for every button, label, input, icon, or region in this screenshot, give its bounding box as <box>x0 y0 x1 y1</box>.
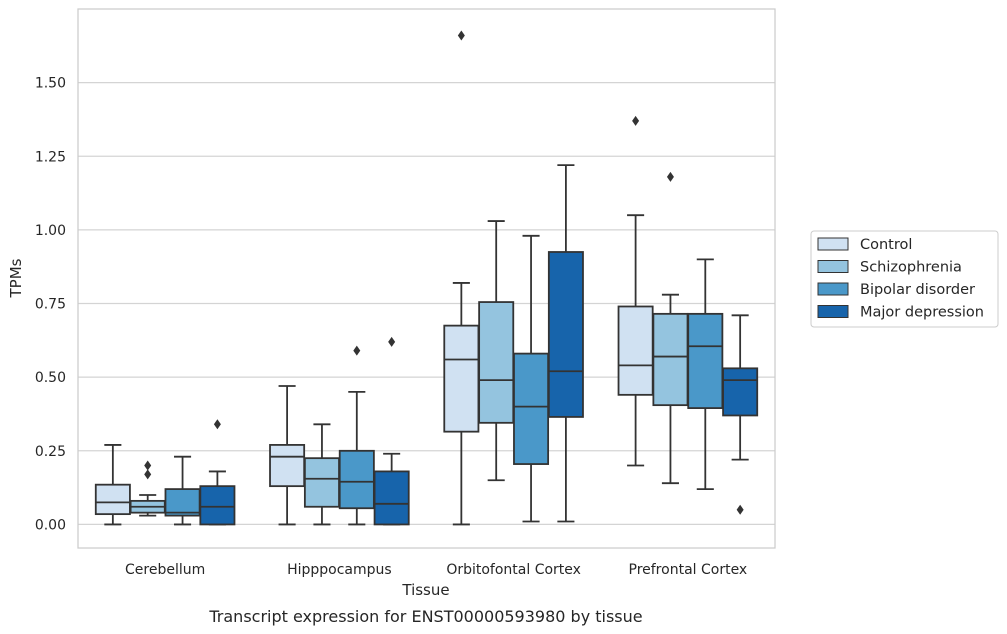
box-control <box>617 115 654 467</box>
outlier-point <box>144 469 152 480</box>
outlier-point <box>144 460 152 471</box>
iqr-box <box>547 251 584 418</box>
iqr-box <box>443 324 480 433</box>
iqr-box <box>722 367 759 417</box>
box-major-depression <box>547 164 584 523</box>
legend-swatch <box>817 305 849 318</box>
box-schizophrenia <box>129 460 166 517</box>
box-schizophrenia <box>303 423 340 526</box>
iqr-box <box>617 305 654 396</box>
legend-label: Schizophrenia <box>860 260 962 276</box>
box-bipolar-disorder <box>338 345 375 526</box>
y-tick-label: 1.50 <box>35 76 66 92</box>
legend-label: Major depression <box>860 305 984 321</box>
y-axis-label: TPMs <box>7 258 25 298</box>
outlier-point <box>457 30 465 41</box>
x-tick-label: Orbitofontal Cortex <box>446 562 581 578</box>
box-schizophrenia <box>478 220 515 482</box>
y-tick-label: 0.50 <box>35 370 66 386</box>
plot-frame <box>77 8 776 549</box>
legend-label: Bipolar disorder <box>860 282 975 298</box>
y-tick-label: 0.00 <box>35 517 66 533</box>
iqr-box <box>478 301 515 424</box>
x-tick-label: Prefrontal Cortex <box>629 562 748 578</box>
box-major-depression <box>199 419 236 526</box>
outlier-point <box>353 345 361 356</box>
iqr-box <box>373 470 410 526</box>
y-tick-label: 0.75 <box>35 297 66 313</box>
iqr-box <box>199 485 236 526</box>
iqr-box <box>303 457 340 508</box>
legend-swatch <box>817 260 849 273</box>
y-tick-label: 1.00 <box>35 223 66 239</box>
outlier-point <box>388 336 396 347</box>
y-tick-label: 0.25 <box>35 444 66 460</box>
box-plot-area <box>94 30 759 526</box>
iqr-box <box>94 483 131 516</box>
x-tick-label: Hipppocampus <box>287 562 392 578</box>
x-axis-label: Tissue <box>401 581 449 599</box>
x-tick-labels: Cerebellum Hipppocampus Orbitofontal Corte… <box>125 562 747 578</box>
iqr-box <box>269 444 306 488</box>
legend: Control Schizophrenia Bipolar disorder Majo… <box>810 230 999 328</box>
legend-frame <box>810 230 999 328</box>
box-bipolar-disorder <box>513 234 550 523</box>
y-tick-label: 1.25 <box>35 149 66 165</box>
box-bipolar-disorder <box>687 258 724 490</box>
box-control <box>94 444 131 526</box>
iqr-box <box>338 449 375 510</box>
legend-swatch <box>817 237 849 251</box>
box-bipolar-disorder <box>164 455 201 526</box>
iqr-box <box>164 488 201 517</box>
outlier-point <box>736 504 744 515</box>
iqr-box <box>513 352 550 465</box>
x-tick-label: Cerebellum <box>125 562 205 578</box>
box-major-depression <box>722 314 759 515</box>
legend-label: Control <box>860 237 912 253</box>
legend-swatch <box>817 282 849 296</box>
outlier-point <box>213 419 221 430</box>
box-major-depression <box>373 336 410 526</box>
box-control <box>269 385 306 526</box>
box-control <box>443 30 480 526</box>
gridlines <box>78 82 775 526</box>
outlier-point <box>666 171 674 182</box>
iqr-box <box>687 312 724 409</box>
iqr-box <box>652 312 689 407</box>
figure-caption: Transcript expression for ENST0000059398… <box>208 607 642 626</box>
box-schizophrenia <box>652 171 689 485</box>
outlier-point <box>632 115 640 126</box>
y-tick-labels: 0.00 0.25 0.50 0.75 1.00 1.25 1.50 <box>35 76 66 534</box>
